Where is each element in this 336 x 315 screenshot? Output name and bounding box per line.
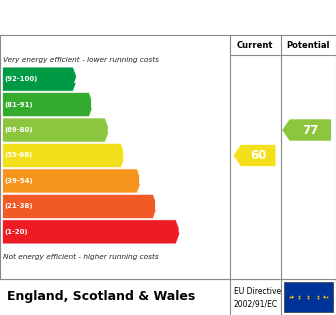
Text: England, Scotland & Wales: England, Scotland & Wales	[7, 290, 195, 303]
Text: EU Directive: EU Directive	[234, 287, 281, 296]
Text: 2002/91/EC: 2002/91/EC	[234, 300, 278, 309]
Text: F: F	[154, 200, 162, 213]
Text: (21-38): (21-38)	[4, 203, 33, 209]
FancyBboxPatch shape	[284, 282, 333, 312]
Text: (69-80): (69-80)	[4, 127, 33, 133]
Polygon shape	[3, 194, 158, 218]
Text: Not energy efficient - higher running costs: Not energy efficient - higher running co…	[3, 254, 159, 260]
Text: C: C	[106, 123, 115, 136]
Text: (1-20): (1-20)	[4, 229, 28, 235]
Polygon shape	[3, 67, 78, 91]
Text: Energy Efficiency Rating: Energy Efficiency Rating	[10, 10, 232, 25]
Text: (39-54): (39-54)	[4, 178, 33, 184]
Text: Potential: Potential	[287, 41, 330, 49]
Text: E: E	[138, 175, 146, 187]
Polygon shape	[3, 144, 125, 168]
Text: 60: 60	[251, 149, 267, 162]
Text: A: A	[74, 73, 83, 86]
Polygon shape	[234, 145, 276, 166]
Polygon shape	[282, 119, 331, 141]
Text: G: G	[177, 225, 187, 238]
Text: B: B	[90, 98, 99, 111]
Text: 77: 77	[303, 123, 319, 136]
Polygon shape	[3, 220, 180, 244]
Polygon shape	[3, 169, 141, 193]
Polygon shape	[3, 118, 110, 142]
Text: Very energy efficient - lower running costs: Very energy efficient - lower running co…	[3, 57, 159, 63]
Text: (81-91): (81-91)	[4, 101, 33, 108]
Text: (55-68): (55-68)	[4, 152, 33, 158]
Polygon shape	[3, 93, 93, 117]
Text: D: D	[122, 149, 132, 162]
Text: (92-100): (92-100)	[4, 76, 38, 82]
Text: Current: Current	[237, 41, 274, 49]
